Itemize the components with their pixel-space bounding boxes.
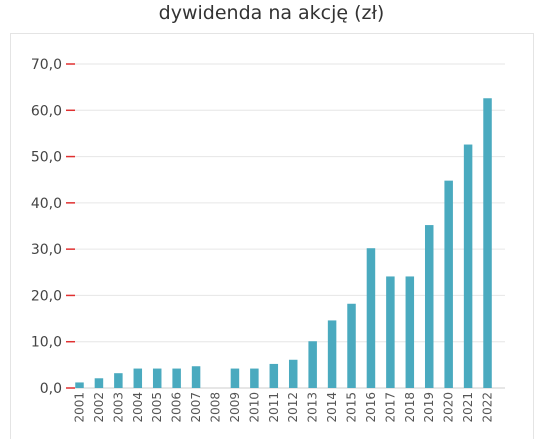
x-tick-label: 2018 (403, 392, 417, 423)
x-tick-label: 2007 (189, 392, 203, 423)
x-tick-label: 2022 (481, 392, 495, 423)
x-tick-label: 2005 (150, 392, 164, 423)
bar-2013[interactable] (308, 341, 317, 388)
x-tick-label: 2011 (267, 392, 281, 423)
x-tick-label: 2015 (345, 392, 359, 423)
bar-2004[interactable] (133, 368, 143, 388)
bar-2014[interactable] (327, 320, 337, 388)
x-tick-label: 2009 (228, 392, 242, 423)
x-tick-label: 2021 (461, 392, 475, 423)
bar-2022[interactable] (483, 98, 492, 388)
bar-2002[interactable] (94, 378, 104, 388)
bar-2003[interactable] (114, 373, 123, 388)
bars (75, 98, 492, 388)
x-tick-label: 2004 (131, 392, 145, 423)
x-tick-label: 2002 (92, 392, 106, 423)
bar-2020[interactable] (444, 180, 453, 388)
bar-2009[interactable] (230, 368, 240, 388)
x-tick-label: 2010 (247, 392, 261, 423)
y-axis: 0,0 10,0 20,0 30,0 40,0 50,0 60,0 70,0 (31, 57, 75, 397)
y-tick-label: 30,0 (31, 242, 62, 258)
x-tick-label: 2014 (325, 392, 339, 423)
bar-2011[interactable] (269, 363, 279, 388)
bar-2017[interactable] (386, 276, 395, 388)
y-tick-label: 40,0 (31, 196, 62, 212)
y-tick-label: 70,0 (31, 57, 62, 73)
x-tick-label: 2020 (442, 392, 456, 423)
bar-2010[interactable] (250, 368, 259, 388)
x-axis: 2001 2002 2003 2004 2005 2006 2007 2008 2009 2010… (73, 392, 495, 423)
x-tick-label: 2003 (111, 392, 125, 423)
bar-2021[interactable] (463, 144, 473, 388)
chart-panel (10, 33, 534, 439)
chart-title: dywidenda na akcję (zł) (158, 2, 385, 24)
y-tick-label: 50,0 (31, 150, 62, 166)
y-tick-label: 0,0 (40, 381, 62, 397)
gridlines (75, 63, 505, 389)
x-tick-label: 2017 (383, 392, 397, 423)
y-tick-label: 20,0 (31, 288, 62, 304)
bar-2001[interactable] (75, 382, 84, 388)
x-tick-label: 2006 (170, 392, 184, 423)
bar-2005[interactable] (152, 368, 162, 388)
bar-2019[interactable] (424, 225, 434, 388)
bar-2016[interactable] (366, 248, 376, 388)
y-tick-label: 60,0 (31, 103, 62, 119)
x-tick-label: 2001 (73, 392, 87, 423)
bar-2018[interactable] (405, 276, 415, 388)
bar-2007[interactable] (191, 366, 201, 388)
bar-2012[interactable] (288, 359, 298, 388)
x-tick-label: 2019 (422, 392, 436, 423)
x-tick-label: 2013 (306, 392, 320, 423)
x-tick-label: 2016 (364, 392, 378, 423)
x-tick-label: 2008 (209, 392, 223, 423)
bar-2015[interactable] (347, 303, 356, 388)
bar-2006[interactable] (172, 368, 181, 388)
x-tick-label: 2012 (286, 392, 300, 423)
y-tick-label: 10,0 (31, 335, 62, 351)
